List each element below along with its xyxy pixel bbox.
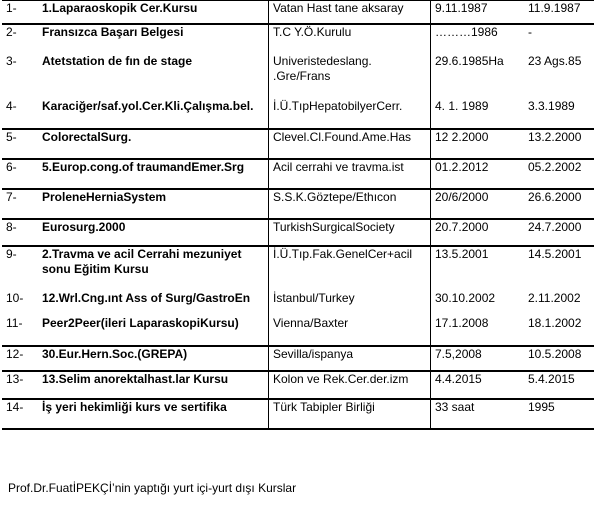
course-location: Vienna/Baxter <box>268 315 431 347</box>
row-number: 10- <box>6 290 24 305</box>
courses-table: 1- 1.Laparaoskopik Cer.Kursu Vatan Hast ta… <box>2 0 594 430</box>
end-date: 1995 <box>524 398 594 430</box>
end-date: 14.5.2001 <box>528 246 582 261</box>
course-name: 13.Selim anorektalhast.lar Kursu <box>38 370 269 400</box>
start-date: 7.5,2008 <box>430 345 524 372</box>
course-location: İ.Ü.Tıp.Fak.GenelCer+acil <box>268 245 431 291</box>
course-name: Karaciğer/saf.yol.Cer.Kli.Çalışma.bel. <box>38 98 269 130</box>
row-number: 7- <box>2 188 38 220</box>
course-name: 30.Eur.Hern.Soc.(GREPA) <box>38 345 269 372</box>
course-location: S.S.K.Göztepe/Ethıcon <box>268 188 431 220</box>
start-date: 29.6.1985Ha <box>430 53 524 99</box>
start-date: 30.10.2002 <box>430 290 524 316</box>
course-name: 2.Travma ve acil Cerrahi mezuniyet sonu … <box>42 246 242 276</box>
row-number: 12- <box>2 345 38 372</box>
table-row: 8- Eurosurg.2000 TurkishSurgicalSociety 20.… <box>2 218 594 247</box>
end-date: 05.2.2002 <box>524 158 594 190</box>
row-number: 9- <box>6 246 17 261</box>
course-location: Kolon ve Rek.Cer.der.izm <box>268 370 431 400</box>
footer-caption: Prof.Dr.FuatİPEKÇİ’nin yaptığı yurt içi-… <box>8 481 297 495</box>
table-row: 5- ColorectalSurg. Clevel.Cl.Found.Ame.Has… <box>2 128 594 160</box>
start-date: 20/6/2000 <box>430 188 524 220</box>
course-name: ProleneHerniaSystem <box>38 188 269 220</box>
course-name: 12.Wrl.Cng.ınt Ass of Surg/GastroEn <box>42 290 251 305</box>
table-row: 3- Atetstation de fın de stage Univeristed… <box>2 53 594 99</box>
course-name: Peer2Peer(ileri LaparaskopiKursu) <box>38 315 269 347</box>
course-location: Sevilla/ispanya <box>268 345 431 372</box>
end-date: 3.3.1989 <box>524 98 594 130</box>
start-date: 13.5.2001 <box>430 245 524 291</box>
start-date: 4. 1. 1989 <box>430 98 524 130</box>
start-date: 12 2.2000 <box>430 128 524 160</box>
course-name: 1.Laparaoskopik Cer.Kursu <box>38 0 269 25</box>
course-name: Fransızca Başarı Belgesi <box>42 24 184 39</box>
end-date: 23 Ags.85 <box>528 53 582 68</box>
start-date: 4.4.2015 <box>430 370 524 400</box>
start-date: 01.2.2012 <box>430 158 524 190</box>
row-number: 8- <box>2 218 38 247</box>
table-row: 12- 30.Eur.Hern.Soc.(GREPA) Sevilla/ispany… <box>2 345 594 372</box>
course-location: Univeristedeslang. .Gre/Frans <box>268 53 431 99</box>
table-row: 9- 2.Travma ve acil Cerrahi mezuniyet son… <box>2 245 594 291</box>
course-name: İş yeri hekimliği kurs ve sertifika <box>38 398 269 430</box>
row-number: 2- <box>6 24 17 39</box>
end-date: 24.7.2000 <box>524 218 594 247</box>
course-name: 5.Europ.cong.of traumandEmer.Srg <box>38 158 269 190</box>
row-number: 4- <box>2 98 38 130</box>
start-date: ………1986 <box>430 23 524 54</box>
end-date: - <box>528 24 532 39</box>
row-number: 5- <box>2 128 38 160</box>
row-number: 1- <box>2 0 38 25</box>
start-date: 17.1.2008 <box>430 315 524 347</box>
course-location: Türk Tabipler Birliği <box>268 398 431 430</box>
end-date: 26.6.2000 <box>524 188 594 220</box>
end-date: 18.1.2002 <box>524 315 594 347</box>
course-name: Eurosurg.2000 <box>38 218 269 247</box>
end-date: 13.2.2000 <box>524 128 594 160</box>
table-row: 2- Fransızca Başarı Belgesi T.C Y.Ö.Kurulu… <box>2 23 594 54</box>
end-date: 11.9.1987 <box>524 0 594 25</box>
course-location: İ.Ü.TıpHepatobilyerCerr. <box>268 98 431 130</box>
course-location: Vatan Hast tane aksaray <box>268 0 431 25</box>
table-row: 1- 1.Laparaoskopik Cer.Kursu Vatan Hast ta… <box>2 0 594 25</box>
end-date: 2.11.2002 <box>528 290 581 305</box>
end-date: 10.5.2008 <box>524 345 594 372</box>
row-number: 3- <box>6 53 17 68</box>
course-name: ColorectalSurg. <box>38 128 269 160</box>
row-number: 11- <box>2 315 38 347</box>
table-row: 11- Peer2Peer(ileri LaparaskopiKursu) Vien… <box>2 315 594 347</box>
table-row: 7- ProleneHerniaSystem S.S.K.Göztepe/Ethıc… <box>2 188 594 220</box>
course-location: Acil cerrahi ve travma.ist <box>268 158 431 190</box>
course-location: T.C Y.Ö.Kurulu <box>268 23 431 54</box>
start-date: 33 saat <box>430 398 524 430</box>
course-location: TurkishSurgicalSociety <box>268 218 431 247</box>
start-date: 9.11.1987 <box>430 0 524 25</box>
course-location: Clevel.Cl.Found.Ame.Has <box>268 128 431 160</box>
start-date: 20.7.2000 <box>430 218 524 247</box>
end-date: 5.4.2015 <box>524 370 594 400</box>
row-number: 6- <box>2 158 38 190</box>
table-row: 14- İş yeri hekimliği kurs ve sertifika Tü… <box>2 398 594 430</box>
table-row: 10- 12.Wrl.Cng.ınt Ass of Surg/GastroEn İs… <box>2 290 594 316</box>
course-location: İstanbul/Turkey <box>268 290 431 316</box>
course-name: Atetstation de fın de stage <box>42 53 193 68</box>
row-number: 14- <box>2 398 38 430</box>
row-number: 13- <box>2 370 38 400</box>
table-row: 13- 13.Selim anorektalhast.lar Kursu Kolon… <box>2 370 594 400</box>
table-row: 6- 5.Europ.cong.of traumandEmer.Srg Acil c… <box>2 158 594 190</box>
table-row: 4- Karaciğer/saf.yol.Cer.Kli.Çalışma.bel.… <box>2 98 594 130</box>
